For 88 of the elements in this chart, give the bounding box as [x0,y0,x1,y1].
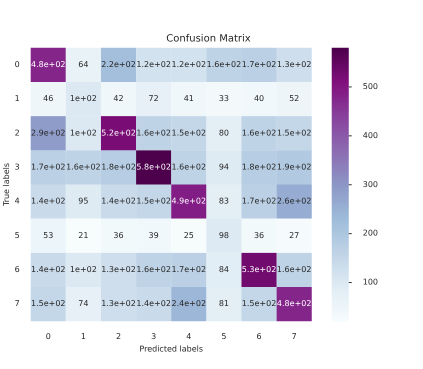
data-label: 4.8e+02 [276,299,312,308]
data-label: 1.5e+02 [242,299,276,308]
data-label: 2.4e+02 [172,299,206,308]
color-bar-label: 300 [362,180,378,189]
data-label: 36 [113,230,124,240]
data-label: 5.8e+02 [136,162,171,172]
data-label: 39 [148,230,159,240]
data-label: 1.5e+02 [172,128,206,138]
y-tick-label: 6 [14,265,20,274]
data-label: 1.8e+02 [242,162,276,172]
data-label: 36 [254,230,264,240]
data-label: 1.4e+02 [30,196,66,206]
data-label: 1.6e+02 [136,128,171,138]
y-tick-label: 0 [14,60,20,69]
data-label: 2.2e+02 [101,60,136,69]
data-label: 98 [218,230,230,240]
data-label: 84 [218,265,230,274]
data-label: 1.7e+02 [30,162,66,172]
data-label: 72 [148,94,159,104]
x-tick-label: 5 [221,332,226,342]
data-label: 53 [43,230,54,240]
data-label: 1.2e+02 [172,60,206,69]
x-tick-label: 3 [151,332,156,342]
data-label: 1.6e+02 [242,128,276,138]
x-axis-title: Predicted labels [139,344,204,354]
y-tick-label: 4 [14,196,20,206]
data-label: 21 [78,230,88,240]
data-label: 1.6e+02 [172,162,206,172]
x-tick-label: 7 [292,332,297,342]
data-label: 1.7e+02 [172,265,206,274]
data-label: 1.6e+02 [136,265,171,274]
y-tick-label: 1 [14,94,20,104]
data-label: 1.6e+02 [66,162,101,172]
color-bar-label: 100 [362,278,378,287]
data-label: 1.6e+02 [276,265,312,274]
x-tick-label: 1 [80,332,86,342]
color-bar-label: 500 [362,82,378,92]
data-label: 4.9e+02 [172,196,206,206]
data-label: 2.9e+02 [30,128,66,138]
data-label: 5.2e+02 [101,128,136,138]
data-label: 4.8e+02 [30,60,66,69]
data-label: 1e+02 [70,265,97,274]
data-label: 1.7e+02 [242,60,276,69]
color-bar-label: 200 [362,228,378,238]
data-label: 27 [289,230,300,240]
data-label: 1.8e+02 [101,162,136,172]
y-tick-label: 3 [14,162,20,172]
data-label: 95 [78,196,88,206]
data-label: 5.3e+02 [242,265,276,274]
x-tick-label: 4 [186,332,192,342]
data-label: 1.4e+02 [30,265,66,274]
data-label: 80 [218,128,230,138]
data-label: 46 [43,94,54,104]
data-label: 1.9e+02 [276,162,312,172]
color-bar-label: 400 [362,130,378,140]
data-label: 1.3e+02 [101,299,136,308]
data-label: 1.3e+02 [101,265,136,274]
data-label: 52 [289,94,300,104]
data-label: 33 [218,94,230,104]
y-tick-label: 2 [14,128,20,138]
x-tick-label: 2 [116,332,122,342]
data-label: 74 [78,299,88,308]
y-tick-label: 5 [14,230,20,240]
data-label: 81 [218,299,230,308]
data-label: 1e+02 [70,94,97,104]
data-label: 94 [218,162,230,172]
data-label: 1e+02 [70,128,97,138]
chart-title: Confusion Matrix [166,33,251,44]
data-label: 1.4e+02 [136,299,171,308]
data-label: 1.5e+02 [276,128,312,138]
data-label: 1.5e+02 [136,196,171,206]
y-axis-title: True labels [2,162,11,208]
data-label: 1.5e+02 [30,299,66,308]
data-label: 25 [184,230,194,240]
data-label: 1.7e+02 [242,196,276,206]
x-tick-label: 0 [46,332,51,342]
data-label: 1.3e+02 [276,60,312,69]
data-label: 1.2e+02 [136,60,171,69]
x-tick-label: 6 [256,332,262,342]
data-label: 83 [218,196,230,206]
data-label: 40 [254,94,264,104]
data-label: 41 [184,94,194,104]
y-tick-label: 7 [14,299,20,308]
data-label: 1.6e+02 [206,60,242,69]
data-label: 64 [78,60,88,69]
data-label: 2.6e+02 [276,196,312,206]
data-label: 1.4e+02 [101,196,136,206]
data-label: 42 [113,94,124,104]
